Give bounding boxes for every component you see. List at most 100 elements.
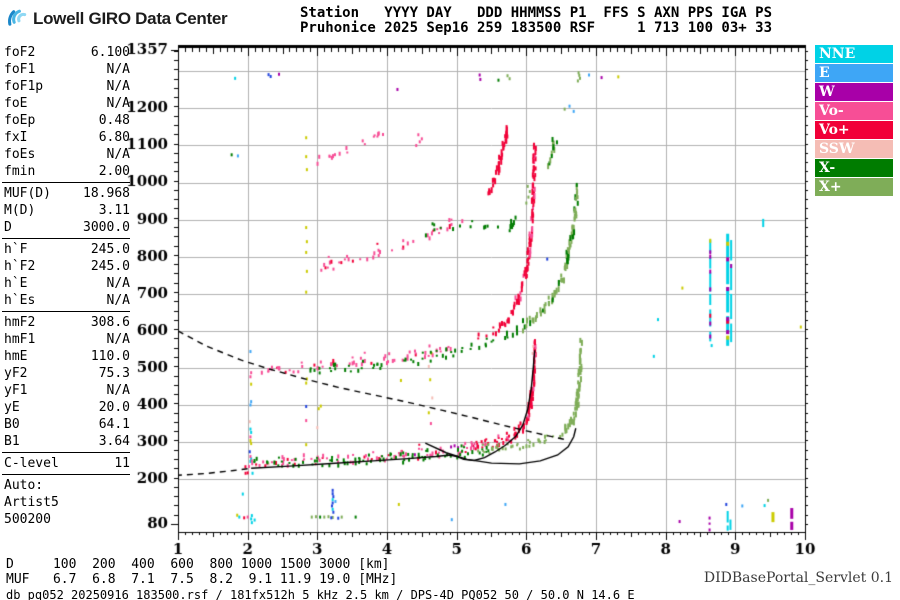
param-row-fmin: fmin 2.00: [2, 163, 130, 180]
param-value: N/A: [106, 96, 130, 111]
param-label: B1: [4, 434, 20, 449]
param-row-hmf2: hmF2 308.6: [2, 314, 130, 331]
servlet-version-label: DIDBasePortal_Servlet 0.1: [703, 570, 893, 586]
param-row-ye: yE 20.0: [2, 399, 130, 416]
station-header-line: Station YYYY DAY DDD HHMMSS P1 FFS S AXN…: [300, 5, 773, 21]
param-label: hmE: [4, 349, 28, 364]
giro-brand-link[interactable]: Lowell GIRO Data Center: [6, 5, 228, 32]
param-label: h`Es: [4, 293, 36, 308]
param-row-yf2: yF2 75.3: [2, 365, 130, 382]
legend-item-e: E: [815, 64, 893, 82]
scaled-parameters-panel: foF2 6.100 foF1 N/A foF1p N/A foE N/A foEp 0.48 fx…: [2, 44, 130, 528]
legend-item-x: X+: [815, 178, 893, 196]
param-row-auto: Auto:: [2, 477, 130, 494]
param-value: 6.100: [90, 45, 130, 60]
param-label: foEp: [4, 113, 36, 128]
param-label: foE: [4, 96, 28, 111]
param-row-hme: hmE 110.0: [2, 348, 130, 365]
param-label: C-level: [4, 456, 59, 471]
param-row-500200: 500200: [2, 511, 130, 528]
param-row-hf: h`F 245.0: [2, 241, 130, 258]
param-value: N/A: [106, 332, 130, 347]
param-row-d: D 3000.0: [2, 219, 130, 236]
param-label: h`F2: [4, 259, 36, 274]
param-value: 64.1: [98, 417, 130, 432]
param-row-fof1: foF1 N/A: [2, 61, 130, 78]
muf-row: MUF 6.7 6.8 7.1 7.5 8.2 9.1 11.9 19.0 [M…: [6, 572, 398, 587]
param-value: 6.80: [98, 130, 130, 145]
param-row-b0: B0 64.1: [2, 416, 130, 433]
param-row-clevel: C-level 11: [2, 455, 130, 472]
param-label: h`E: [4, 276, 28, 291]
param-label: hmF1: [4, 332, 36, 347]
param-value: 0.48: [98, 113, 130, 128]
param-value: N/A: [106, 276, 130, 291]
param-label: fmin: [4, 164, 36, 179]
param-row-hf2: h`F2 245.0: [2, 258, 130, 275]
param-label: Auto:: [4, 478, 44, 493]
param-row-foep: foEp 0.48: [2, 112, 130, 129]
param-label: foF1p: [4, 79, 44, 94]
param-label: yE: [4, 400, 20, 415]
panel-separator: [2, 474, 130, 475]
param-value: 3.11: [98, 203, 130, 218]
panel-separator: [2, 311, 130, 312]
param-value: 11: [114, 456, 130, 471]
param-label: yF2: [4, 366, 28, 381]
param-row-hmf1: hmF1 N/A: [2, 331, 130, 348]
param-row-fof2: foF2 6.100: [2, 44, 130, 61]
param-row-fof1p: foF1p N/A: [2, 78, 130, 95]
param-value: N/A: [106, 79, 130, 94]
param-value: N/A: [106, 147, 130, 162]
brand-title: Lowell GIRO Data Center: [33, 8, 228, 28]
param-label: MUF(D): [4, 186, 51, 201]
param-value: 20.0: [98, 400, 130, 415]
param-row-he: h`E N/A: [2, 275, 130, 292]
param-label: foF1: [4, 62, 36, 77]
legend-item-vo: Vo+: [815, 121, 893, 139]
param-row-hes: h`Es N/A: [2, 292, 130, 309]
measurement-status-line: db pq052 20250916 183500.rsf / 181fx512h…: [6, 588, 635, 600]
param-value: 308.6: [90, 315, 130, 330]
param-row-foes: foEs N/A: [2, 146, 130, 163]
legend-item-ssw: SSW: [815, 140, 893, 158]
param-value: N/A: [106, 293, 130, 308]
param-label: h`F: [4, 242, 28, 257]
polarization-legend: NNE E W Vo- Vo+ SSW X- X+: [815, 45, 893, 197]
panel-separator: [2, 182, 130, 183]
param-label: yF1: [4, 383, 28, 398]
param-row-fxi: fxI 6.80: [2, 129, 130, 146]
param-value: N/A: [106, 383, 130, 398]
param-value: 110.0: [90, 349, 130, 364]
legend-item-w: W: [815, 83, 893, 101]
giro-logo-icon: [6, 5, 29, 32]
param-row-yf1: yF1 N/A: [2, 382, 130, 399]
param-value: 18.968: [83, 186, 130, 201]
param-label: hmF2: [4, 315, 36, 330]
distance-row: D 100 200 400 600 800 1000 1500 3000 [km…: [6, 557, 390, 572]
param-label: 500200: [4, 512, 51, 527]
param-label: foEs: [4, 147, 36, 162]
param-value: 2.00: [98, 164, 130, 179]
param-row-md: M(D) 3.11: [2, 202, 130, 219]
param-label: foF2: [4, 45, 36, 60]
station-value-line: Pruhonice 2025 Sep16 259 183500 RSF 1 71…: [300, 20, 773, 36]
param-value: 3.64: [98, 434, 130, 449]
param-value: 245.0: [90, 259, 130, 274]
param-row-mufd: MUF(D) 18.968: [2, 185, 130, 202]
param-label: B0: [4, 417, 20, 432]
param-label: Artist5: [4, 495, 59, 510]
legend-item-vo: Vo-: [815, 102, 893, 120]
param-value: 75.3: [98, 366, 130, 381]
panel-separator: [2, 452, 130, 453]
legend-item-x: X-: [815, 159, 893, 177]
param-row-foe: foE N/A: [2, 95, 130, 112]
param-row-b1: B1 3.64: [2, 433, 130, 450]
param-value: 245.0: [90, 242, 130, 257]
panel-separator: [2, 238, 130, 239]
param-label: D: [4, 220, 12, 235]
param-row-artist5: Artist5: [2, 494, 130, 511]
param-value: N/A: [106, 62, 130, 77]
